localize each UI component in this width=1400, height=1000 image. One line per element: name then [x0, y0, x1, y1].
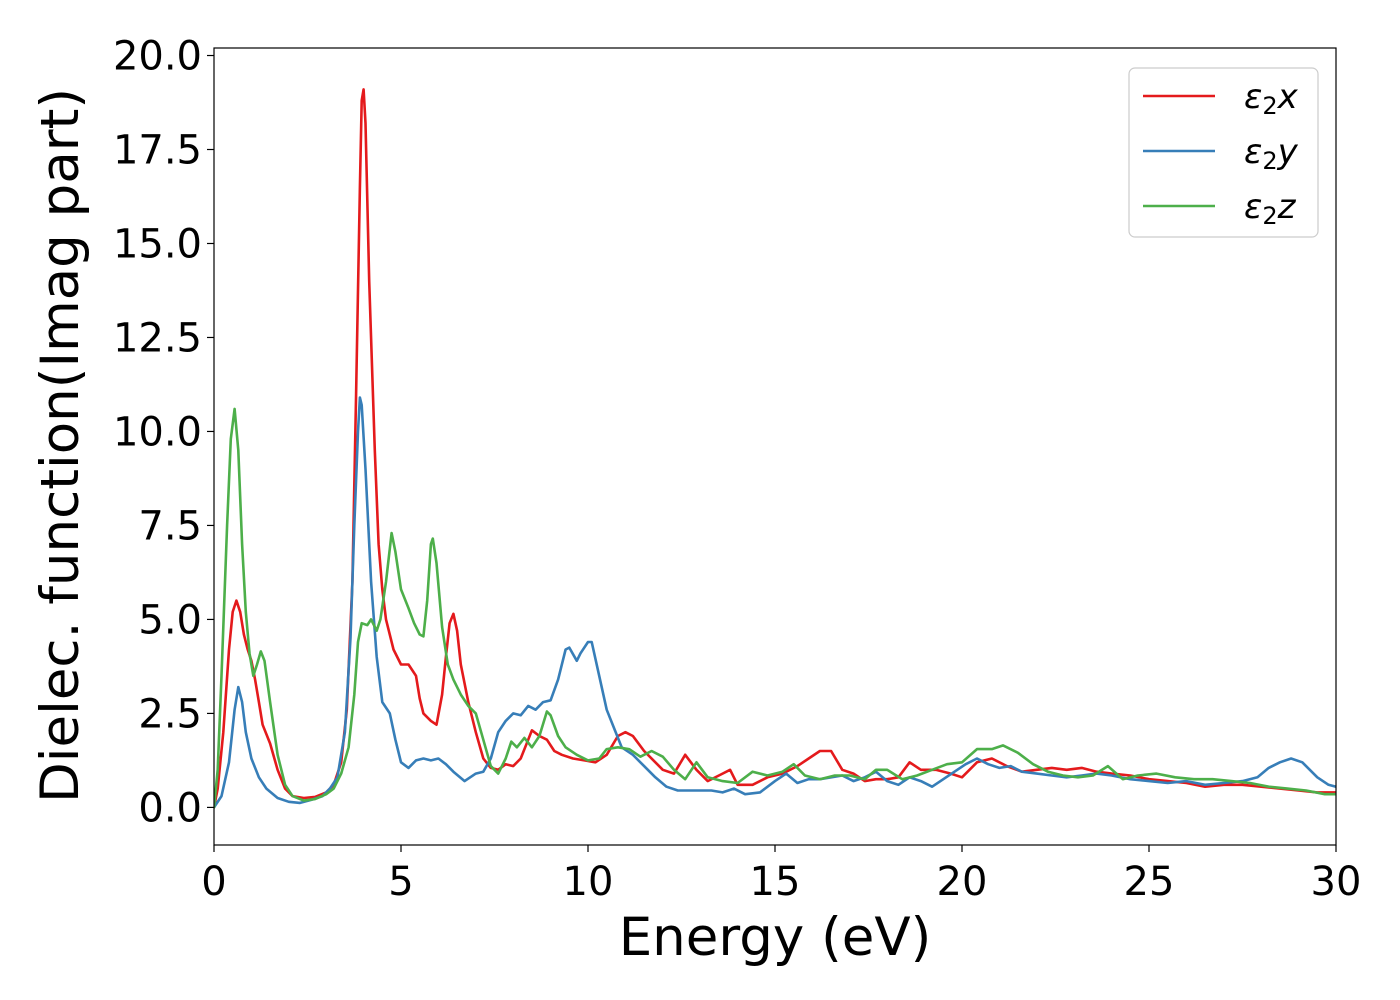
legend-label: ε2z	[1244, 187, 1297, 230]
x-tick-label: 5	[388, 859, 413, 905]
series-line-y	[214, 396, 1336, 809]
y-axis: 0.0 2.5 5.0 7.5 10.0 12.5 15.0 17.5 20.0	[113, 34, 214, 831]
x-axis: 0 5 10 15 20 25 30	[201, 845, 1361, 905]
y-tick-label: 10.0	[113, 409, 202, 455]
x-axis-label: Energy (eV)	[619, 907, 932, 968]
legend-item-z: ε2z	[1143, 187, 1297, 230]
y-tick-label: 5.0	[138, 597, 202, 643]
y-tick-label: 15.0	[113, 221, 202, 267]
series-line-z	[214, 407, 1336, 809]
y-axis-label: Dielec. function(Imag part)	[30, 88, 91, 803]
y-tick-label: 20.0	[113, 34, 202, 80]
y-tick-label: 12.5	[113, 315, 202, 361]
x-tick-label: 15	[750, 859, 801, 905]
x-tick-label: 20	[937, 859, 988, 905]
legend: ε2x ε2y ε2z	[1128, 67, 1319, 238]
x-tick-label: 10	[563, 859, 614, 905]
legend-label: ε2x	[1244, 77, 1299, 120]
x-tick-label: 30	[1311, 859, 1362, 905]
x-tick-label: 0	[201, 859, 226, 905]
series-layer	[214, 88, 1336, 809]
y-tick-label: 17.5	[113, 128, 202, 174]
legend-item-y: ε2y	[1143, 132, 1299, 175]
y-tick-label: 7.5	[138, 503, 202, 549]
y-tick-label: 0.0	[138, 785, 202, 831]
legend-label: ε2y	[1244, 132, 1299, 175]
legend-item-x: ε2x	[1143, 77, 1299, 120]
y-tick-label: 2.5	[138, 691, 202, 737]
x-tick-label: 25	[1124, 859, 1175, 905]
legend-box	[1128, 67, 1319, 238]
